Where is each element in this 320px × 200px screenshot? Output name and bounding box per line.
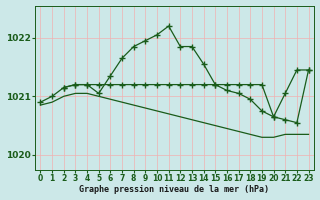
X-axis label: Graphe pression niveau de la mer (hPa): Graphe pression niveau de la mer (hPa) — [79, 185, 269, 194]
